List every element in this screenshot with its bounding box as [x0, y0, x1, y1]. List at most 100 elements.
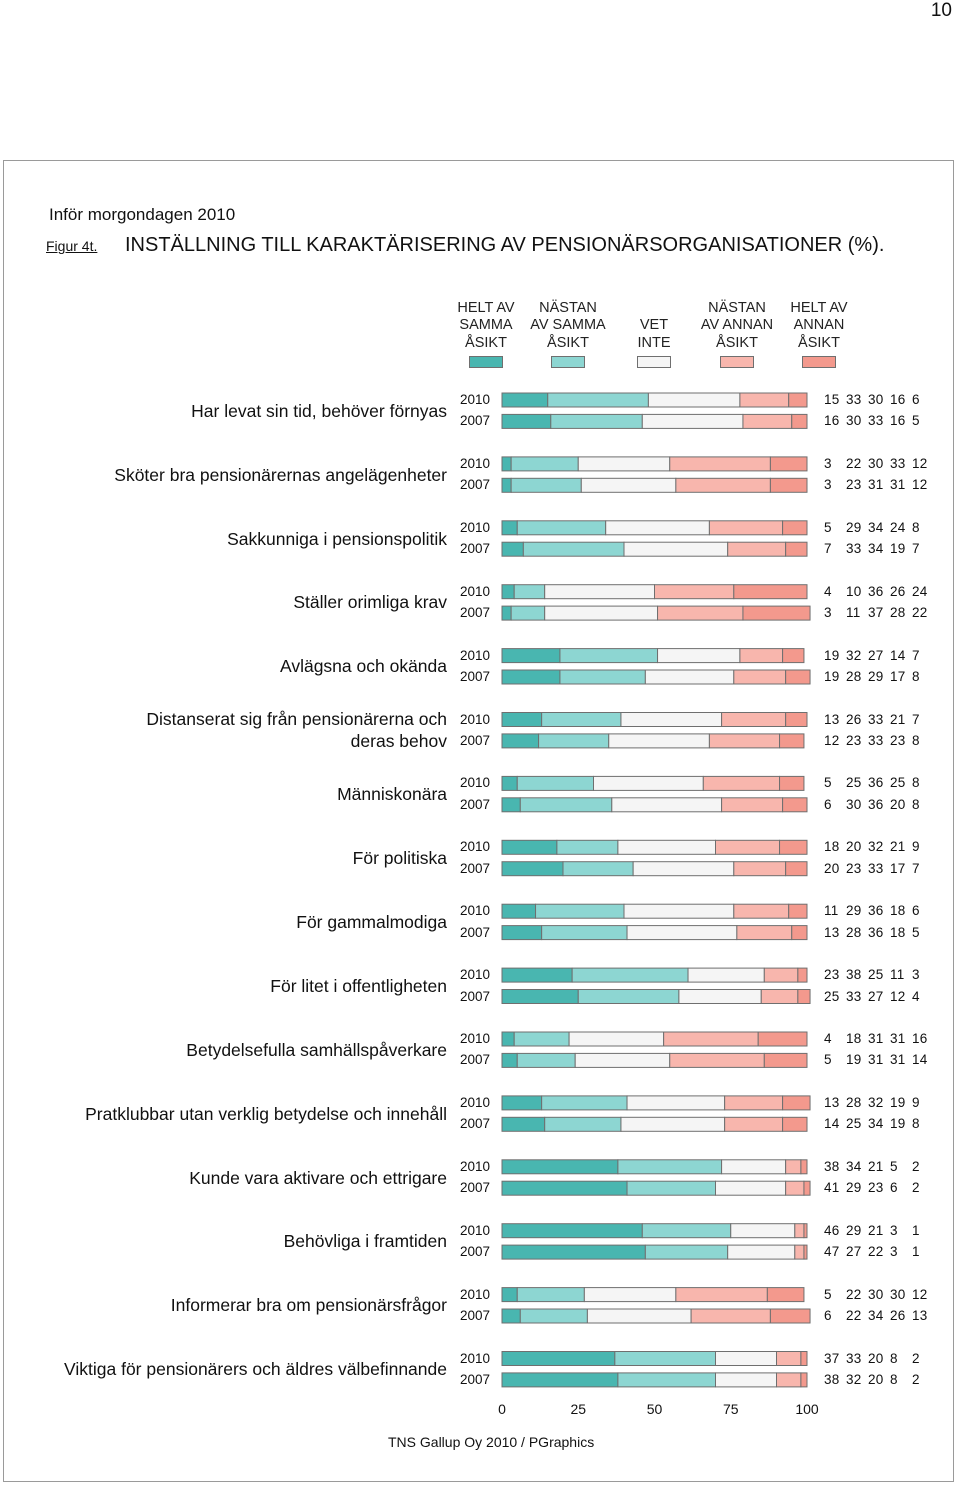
year-label: 2007: [460, 860, 491, 876]
legend-label: NÄSTAN AV SAMMA ÅSIKT: [530, 299, 606, 351]
value-label: 18: [890, 924, 906, 940]
row-values: 4 18 31 31 16: [824, 1031, 934, 1046]
row-values: 4 10 36 26 24: [824, 584, 934, 599]
value-label: 15: [824, 392, 840, 407]
year-label: 2007: [460, 1371, 491, 1387]
value-label: 6: [824, 1308, 832, 1323]
year-label: 2007: [460, 1244, 491, 1260]
bar-segment-nastan-annan: [727, 541, 787, 557]
statement-label: För gammalmodiga: [296, 911, 447, 932]
bar-segment-nastan-annan: [763, 967, 799, 983]
value-label: 28: [890, 605, 906, 621]
bar-segment-nastan-samma: [556, 839, 619, 855]
value-label: 14: [912, 1052, 928, 1068]
statement-label: Människonära: [337, 784, 447, 805]
bar-segment-vet-inte: [583, 1287, 677, 1303]
figure-label: Figur 4t.: [46, 238, 98, 254]
bar-segment-helt-annan: [800, 1351, 808, 1366]
year-label: 2010: [460, 1031, 491, 1046]
value-label: 3: [824, 605, 832, 621]
value-label: 30: [868, 455, 884, 471]
value-label: 18: [846, 1031, 862, 1046]
bar-segment-nastan-samma: [641, 1223, 732, 1239]
value-label: 2: [912, 1350, 920, 1366]
legend-swatch: [551, 356, 585, 368]
bar-segment-helt-samma: [501, 1244, 646, 1260]
year-label: 2007: [460, 1052, 491, 1068]
value-label: 38: [824, 1158, 840, 1174]
row-values: 5 25 36 25 8: [824, 775, 934, 790]
figure-title: INSTÄLLNING TILL KARAKTÄRISERING AV PENS…: [125, 234, 885, 256]
bar-segment-nastan-samma: [510, 477, 582, 493]
year-label: 2010: [460, 1094, 491, 1110]
x-tick-label: 75: [722, 1401, 739, 1417]
value-label: 22: [846, 1286, 862, 1302]
bar-segment-nastan-samma: [571, 967, 689, 983]
year-label: 2007: [460, 924, 491, 940]
bar-segment-helt-annan: [757, 1031, 808, 1047]
statement-label: Behövliga i framtiden: [283, 1231, 447, 1252]
value-label: 25: [868, 967, 884, 983]
bar-segment-helt-annan: [797, 989, 811, 1004]
bar-segment-vet-inte: [586, 1308, 692, 1324]
value-label: 24: [890, 519, 906, 535]
row-values: 41 29 23 6 2: [824, 1180, 934, 1195]
value-label: 33: [868, 711, 884, 727]
value-label: 20: [868, 1371, 884, 1387]
bar-segment-nastan-samma: [519, 797, 613, 813]
year-label: 2010: [460, 1158, 491, 1174]
statement-label: Pratklubbar utan verklig betydelse och i…: [85, 1103, 447, 1124]
bar-segment-vet-inte: [715, 1180, 787, 1196]
value-label: 11: [846, 605, 861, 621]
value-label: 5: [824, 519, 832, 535]
row-values: 5 29 34 24 8: [824, 520, 934, 535]
bar-segment-nastan-annan: [669, 1052, 765, 1068]
bar-segment-helt-samma: [501, 584, 515, 600]
bar-segment-helt-samma: [501, 861, 564, 877]
row-values: 5 22 30 30 12: [824, 1287, 934, 1302]
legend-swatch: [720, 356, 754, 368]
statement-label: Sakkunniga i pensionspolitik: [227, 528, 447, 549]
value-label: 2: [912, 1180, 920, 1196]
value-label: 11: [890, 967, 905, 983]
bar-segment-helt-annan: [803, 1180, 811, 1196]
bar-segment-nastan-annan: [721, 712, 787, 727]
value-label: 23: [890, 732, 906, 748]
value-label: 7: [912, 711, 920, 727]
bar-segment-helt-annan: [788, 392, 808, 408]
statement-label: Viktiga för pensionärers och äldres välb…: [64, 1359, 447, 1380]
value-label: 34: [868, 519, 884, 535]
bar-segment-nastan-samma: [513, 584, 546, 600]
bar-segment-helt-samma: [501, 967, 573, 983]
year-label: 2007: [460, 796, 491, 812]
bar-segment-nastan-samma: [544, 1116, 622, 1132]
value-label: 21: [890, 711, 906, 727]
bar-segment-helt-annan: [769, 477, 808, 493]
statement-label: För litet i offentligheten: [270, 975, 447, 996]
statement-label: Avlägsna och okända: [279, 656, 447, 677]
row-values: 12 23 33 23 8: [824, 733, 934, 748]
bar-segment-helt-samma: [501, 1180, 628, 1196]
row-values: 5 19 31 31 14: [824, 1052, 934, 1067]
value-label: 14: [890, 647, 906, 663]
value-label: 33: [846, 541, 862, 557]
bar-segment-nastan-samma: [510, 605, 546, 621]
value-label: 5: [912, 924, 920, 940]
row-values: 15 33 30 16 6: [824, 392, 934, 407]
value-label: 30: [868, 392, 884, 407]
bar-segment-helt-samma: [501, 1159, 619, 1175]
bar-segment-vet-inte: [620, 712, 723, 727]
bar-segment-nastan-samma: [510, 456, 579, 472]
year-label: 2010: [460, 1286, 491, 1302]
bar-segment-helt-annan: [769, 456, 808, 472]
bar-segment-nastan-samma: [562, 861, 634, 877]
value-label: 8: [912, 732, 920, 748]
bar-segment-nastan-annan: [776, 1351, 802, 1366]
bar-segment-nastan-annan: [663, 1031, 759, 1047]
value-label: 19: [890, 541, 906, 557]
bar-segment-nastan-samma: [516, 1287, 585, 1303]
value-label: 20: [890, 796, 906, 812]
value-label: 5: [890, 1158, 898, 1174]
value-label: 28: [846, 669, 862, 684]
value-label: 33: [890, 455, 906, 471]
